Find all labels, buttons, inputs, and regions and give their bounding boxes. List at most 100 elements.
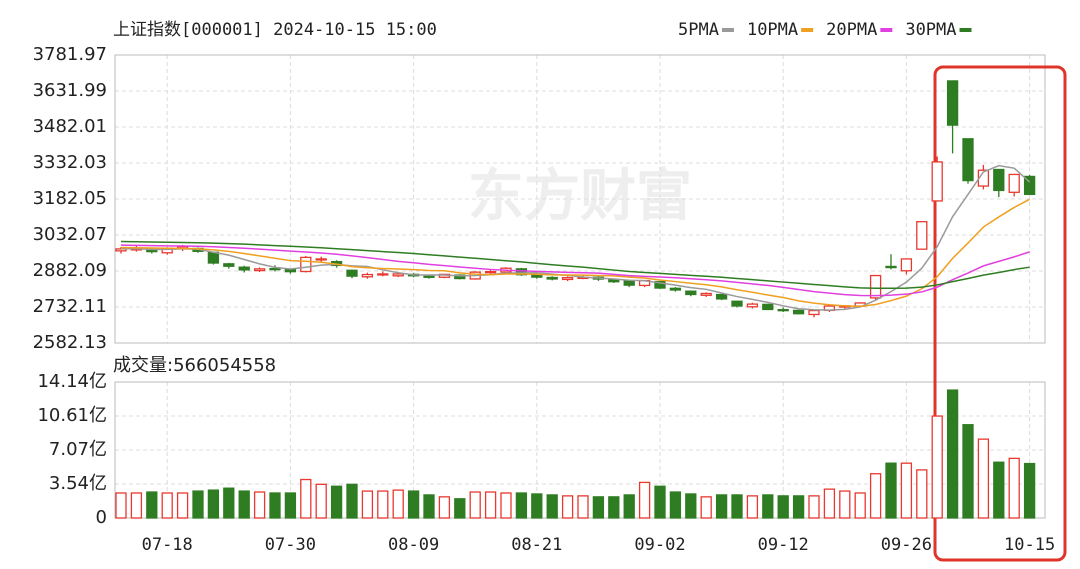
- legend-label: 5PMA: [678, 20, 719, 40]
- watermark: 东方财富: [468, 164, 692, 229]
- candle-body: [623, 280, 635, 286]
- candle-body: [777, 309, 789, 312]
- volume-bar: [746, 495, 759, 519]
- candle-body: [731, 300, 743, 307]
- candle-body: [284, 268, 297, 273]
- candle-body: [361, 273, 374, 278]
- x-tick-label: 08-09: [388, 535, 439, 555]
- volume-bar: [685, 493, 697, 519]
- candle-body: [792, 309, 805, 315]
- volume-bar: [253, 491, 266, 519]
- candle-body: [993, 168, 1005, 192]
- y-tick-label: 14.14亿: [37, 371, 107, 392]
- candle-body: [900, 258, 913, 272]
- volume-bar: [762, 494, 774, 519]
- volume-bar: [916, 469, 928, 519]
- volume-bar: [361, 490, 374, 519]
- candle-body: [423, 275, 435, 278]
- candle-body: [685, 290, 697, 296]
- candle-body: [392, 273, 404, 277]
- candle-body: [207, 251, 220, 264]
- candle-body: [269, 267, 281, 271]
- chart-title: 上证指数[000001] 2024-10-15 15:00: [113, 20, 437, 40]
- legend-label: 30PMA: [905, 20, 956, 40]
- volume-bar: [962, 424, 974, 519]
- candle-body: [962, 138, 974, 182]
- volume-bar: [700, 496, 712, 519]
- candle-body: [315, 258, 327, 261]
- candle-body: [715, 293, 728, 300]
- volume-bar: [392, 489, 404, 519]
- y-tick-label: 3182.05: [33, 188, 107, 209]
- volume-bar: [1008, 457, 1020, 519]
- candle-body: [762, 303, 774, 311]
- volume-bar: [900, 462, 913, 519]
- legend-label: 20PMA: [826, 20, 877, 40]
- volume-bar: [777, 495, 789, 519]
- volume-bar: [315, 483, 327, 519]
- volume-bar: [638, 481, 651, 519]
- ma-line: [120, 240, 1030, 290]
- volume-bar: [115, 492, 127, 519]
- volume-bar: [469, 491, 481, 519]
- volume-bar: [623, 494, 635, 519]
- y-tick-label: 3631.99: [33, 80, 107, 101]
- ma-line: [120, 244, 1030, 297]
- x-tick-label: 09-26: [881, 535, 932, 555]
- y-tick-label: 10.61亿: [37, 405, 107, 426]
- y-tick-label: 3781.97: [33, 44, 107, 65]
- volume-bar: [161, 492, 173, 519]
- volume-bar: [608, 496, 620, 519]
- volume-bar: [577, 495, 589, 519]
- volume-bar: [176, 492, 189, 519]
- volume-bar: [238, 490, 250, 519]
- candle-body: [669, 287, 682, 291]
- volume-bar: [654, 485, 666, 519]
- candle-body: [916, 221, 928, 250]
- volume-bar: [792, 495, 805, 519]
- candle-body: [377, 273, 389, 276]
- volume-bar: [977, 438, 990, 519]
- volume-title: 成交量:566054558: [113, 355, 276, 376]
- x-tick-label: 08-21: [511, 535, 562, 555]
- y-tick-label: 2882.09: [33, 260, 107, 281]
- volume-bar: [823, 488, 836, 519]
- volume-bar: [931, 415, 943, 519]
- volume-bar: [284, 492, 297, 519]
- y-tick-label: 3.54亿: [49, 473, 107, 494]
- volume-bar: [300, 478, 312, 519]
- volume-bar: [885, 462, 897, 519]
- candle-body: [746, 303, 759, 308]
- price-frame: [114, 54, 1046, 344]
- volume-bar: [592, 496, 605, 519]
- volume-bar: [808, 495, 820, 519]
- volume-bar: [715, 494, 728, 519]
- x-tick-label: 07-30: [265, 535, 316, 555]
- candle-body: [238, 266, 250, 271]
- volume-bar: [377, 490, 389, 519]
- x-tick-label: 10-15: [1004, 535, 1055, 555]
- legend-label: 10PMA: [747, 20, 798, 40]
- candle-body: [700, 292, 712, 296]
- candle-body: [346, 269, 358, 277]
- candle-body: [546, 276, 558, 280]
- y-tick-label: 7.07亿: [49, 439, 107, 460]
- volume-bar: [223, 487, 235, 519]
- candle-body: [869, 274, 882, 299]
- candle-body: [885, 265, 897, 269]
- candle-body: [808, 309, 820, 316]
- volume-bar: [993, 461, 1005, 519]
- volume-bar: [531, 493, 543, 519]
- volume-bar: [207, 489, 220, 519]
- volume-bar: [731, 494, 743, 519]
- ma-line: [121, 164, 1031, 311]
- volume-bar: [669, 491, 682, 519]
- volume-bar: [854, 492, 866, 519]
- volume-bar: [869, 473, 882, 519]
- highlight-box: [933, 65, 1067, 562]
- candle-body: [1023, 175, 1036, 196]
- candle-body: [561, 277, 574, 281]
- candle-body: [146, 249, 158, 253]
- y-tick-label: 0: [96, 507, 107, 528]
